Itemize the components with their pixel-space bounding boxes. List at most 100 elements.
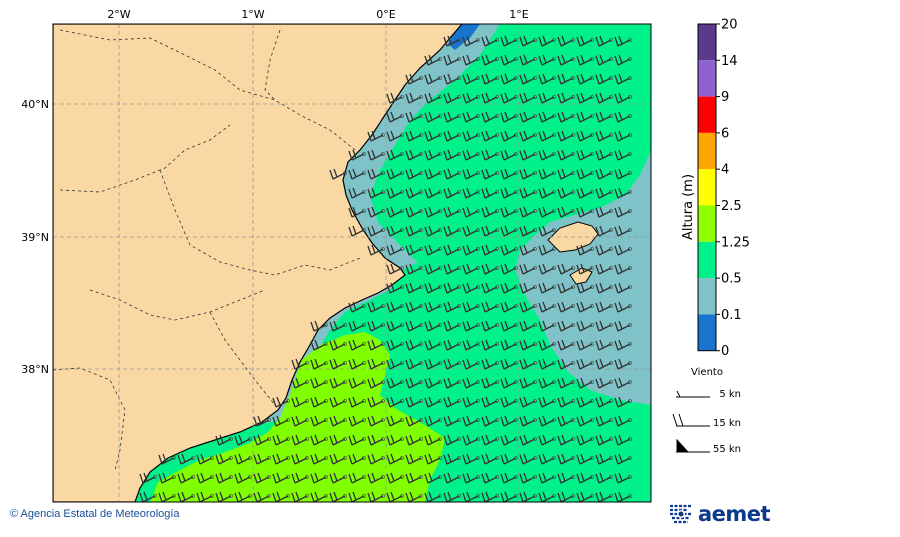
wind-barb [253, 434, 271, 446]
wind-barb [443, 35, 461, 47]
wind-barb [424, 434, 442, 446]
wind-legend-15kn-label: 15 kn [713, 418, 741, 429]
wind-barb [557, 282, 575, 294]
wind-barb [595, 263, 613, 275]
wind-barb [462, 472, 480, 484]
wind-barbs [139, 35, 632, 502]
wind-barb [329, 168, 347, 180]
lat-label-38n: 38°N [21, 363, 49, 376]
wind-barb [519, 282, 537, 294]
wind-barb [443, 92, 461, 104]
wind-barb [443, 453, 461, 465]
wind-barb [291, 358, 309, 370]
wind-barb [462, 168, 480, 180]
wind-barb [443, 168, 461, 180]
wind-barb [386, 282, 404, 294]
wind-barb [538, 92, 556, 104]
wind-barb [462, 282, 480, 294]
wind-barb [481, 491, 499, 502]
colorbar-segment [698, 24, 716, 61]
wind-barb [348, 168, 366, 180]
lon-label-2w: 2°W [107, 8, 130, 21]
wind-barb [462, 263, 480, 275]
wind-barb [405, 453, 423, 465]
wind-barb [519, 130, 537, 142]
wind-barb [329, 339, 347, 351]
wind-barb [386, 301, 404, 313]
wind-barb [424, 396, 442, 408]
wind-barb [253, 472, 271, 484]
wind-barb [348, 339, 366, 351]
wind-legend-55kn-label: 55 kn [713, 444, 741, 455]
wind-barb [367, 320, 385, 332]
wind-barb [424, 453, 442, 465]
wind-barb [557, 168, 575, 180]
wind-barb [481, 187, 499, 199]
wind-barb [424, 130, 442, 142]
wind-barb [557, 73, 575, 85]
wind-barb [519, 472, 537, 484]
wind-barb [576, 168, 594, 180]
wind-barb [519, 149, 537, 161]
wind-barb [386, 206, 404, 218]
map-frame [52, 23, 652, 503]
wind-barb [481, 263, 499, 275]
wind-barb [405, 339, 423, 351]
wind-barb [291, 396, 309, 408]
wind-barb [538, 206, 556, 218]
wind-barb [595, 244, 613, 256]
wind-barb [500, 396, 518, 408]
wind-barb [576, 263, 594, 275]
wind-barb [367, 453, 385, 465]
wind-barb [443, 130, 461, 142]
wind-barb [519, 187, 537, 199]
wind-barb [196, 472, 214, 484]
wind-barb [538, 396, 556, 408]
wind-barb [614, 206, 632, 218]
wind-barb [443, 339, 461, 351]
wind-barb [405, 396, 423, 408]
wind-barb [595, 92, 613, 104]
wind-barb [348, 187, 366, 199]
wind-barb [481, 54, 499, 66]
wind-barb [519, 339, 537, 351]
wind-barb [405, 168, 423, 180]
colorbar-frame [697, 23, 717, 352]
wind-barb [576, 206, 594, 218]
wind-barb [538, 73, 556, 85]
wind-barb [405, 301, 423, 313]
wind-barb [234, 491, 252, 502]
wind-barb [500, 339, 518, 351]
wind-barb [557, 377, 575, 389]
wind-barb [462, 111, 480, 123]
wind-barb [348, 415, 366, 427]
wind-barb [348, 377, 366, 389]
wind-barb [500, 92, 518, 104]
wind-barb [443, 415, 461, 427]
wind-barb [462, 92, 480, 104]
wind-barb [519, 263, 537, 275]
wind-barb [481, 472, 499, 484]
wind-barb [538, 320, 556, 332]
wind-barb [234, 434, 252, 446]
wind-barb [386, 92, 404, 104]
wind-barb [329, 320, 347, 332]
wind-barb [348, 301, 366, 313]
wind-barb [367, 491, 385, 502]
colorbar-tick-label: 4 [721, 163, 729, 178]
wind-barb [348, 453, 366, 465]
wind-barb [443, 320, 461, 332]
wind-barb [462, 130, 480, 142]
colorbar: 20 14 9 6 4 2.5 1.25 0.5 0.1 0 [697, 18, 750, 359]
wind-barb [386, 396, 404, 408]
wind-barb [386, 491, 404, 502]
wind-barb [595, 130, 613, 142]
wind-barb [215, 472, 233, 484]
copyright-text: © Agencia Estatal de Meteorología [10, 508, 180, 520]
wind-barb [576, 358, 594, 370]
wind-barb [576, 301, 594, 313]
wind-barb [443, 396, 461, 408]
wind-barb [329, 453, 347, 465]
wind-barb [595, 396, 613, 408]
wind-barb [424, 491, 442, 502]
